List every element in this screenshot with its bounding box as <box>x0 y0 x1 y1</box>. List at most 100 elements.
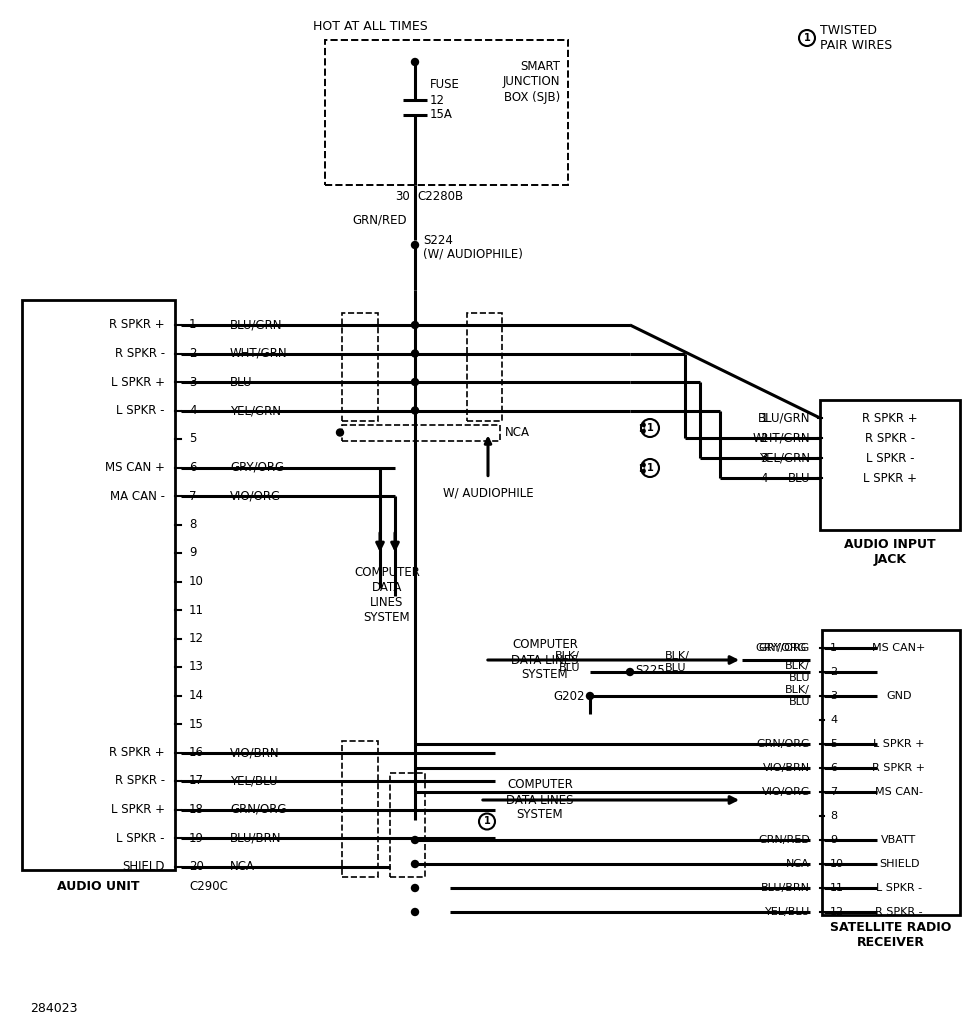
Text: GRN/RED: GRN/RED <box>758 835 810 845</box>
Text: NCA: NCA <box>230 860 255 873</box>
Text: GRN/ORG: GRN/ORG <box>756 739 810 749</box>
Text: 8: 8 <box>830 811 837 821</box>
Text: 12: 12 <box>830 907 844 918</box>
Text: 2: 2 <box>830 667 837 677</box>
Text: BLK/
BLU: BLK/ BLU <box>786 685 810 707</box>
Text: 5: 5 <box>189 432 196 445</box>
Text: S224: S224 <box>423 233 452 247</box>
Text: 1: 1 <box>804 33 811 43</box>
Text: 19: 19 <box>189 831 204 845</box>
Text: 12: 12 <box>189 632 204 645</box>
Text: 7: 7 <box>189 489 196 503</box>
Text: 4: 4 <box>830 715 837 725</box>
Text: BLU/BRN: BLU/BRN <box>761 883 810 893</box>
Text: 9: 9 <box>830 835 837 845</box>
Text: R SPKR +: R SPKR + <box>873 763 925 773</box>
Text: 11: 11 <box>830 883 844 893</box>
Text: R SPKR -: R SPKR - <box>115 774 165 787</box>
Bar <box>342 425 500 440</box>
Text: L SPKR +: L SPKR + <box>111 376 165 388</box>
Text: GRN/ORG: GRN/ORG <box>230 803 286 816</box>
Bar <box>467 313 502 421</box>
Text: (W/ AUDIOPHILE): (W/ AUDIOPHILE) <box>423 248 522 260</box>
Text: GRY/ORG: GRY/ORG <box>755 643 807 653</box>
Text: 6: 6 <box>189 461 196 474</box>
Text: L SPKR +: L SPKR + <box>873 739 924 749</box>
Text: BLK/
BLU: BLK/ BLU <box>555 651 580 673</box>
Text: MS CAN+: MS CAN+ <box>872 643 925 653</box>
Text: R SPKR +: R SPKR + <box>110 318 165 332</box>
Text: 4: 4 <box>760 471 768 484</box>
Text: L SPKR -: L SPKR - <box>117 404 165 417</box>
Text: BLU: BLU <box>787 471 810 484</box>
Text: AUDIO UNIT: AUDIO UNIT <box>57 880 140 893</box>
Text: GND: GND <box>887 691 912 701</box>
Text: NCA: NCA <box>787 859 810 869</box>
Bar <box>822 630 960 915</box>
Text: R SPKR -: R SPKR - <box>115 347 165 360</box>
Text: 17: 17 <box>189 774 204 787</box>
Text: C2280B: C2280B <box>417 190 463 204</box>
Bar <box>820 400 960 530</box>
Text: YEL/BLU: YEL/BLU <box>765 907 810 918</box>
Text: W/ AUDIOPHILE: W/ AUDIOPHILE <box>443 487 533 500</box>
Text: 10: 10 <box>830 859 844 869</box>
Text: YEL/GRN: YEL/GRN <box>759 452 810 465</box>
Text: TWISTED
PAIR WIRES: TWISTED PAIR WIRES <box>820 24 892 52</box>
Text: MA CAN -: MA CAN - <box>110 489 165 503</box>
Text: BLU: BLU <box>230 376 252 388</box>
Circle shape <box>412 837 419 844</box>
Text: R SPKR +: R SPKR + <box>110 746 165 759</box>
Text: G202: G202 <box>553 689 585 702</box>
Text: 30: 30 <box>395 190 410 204</box>
Bar <box>342 313 378 421</box>
Text: L SPKR +: L SPKR + <box>863 471 917 484</box>
Text: VIO/BRN: VIO/BRN <box>763 763 810 773</box>
Text: VIO/ORG: VIO/ORG <box>230 489 282 503</box>
Text: VIO/ORG: VIO/ORG <box>761 787 810 797</box>
Text: BLK/
BLU: BLK/ BLU <box>786 662 810 683</box>
Text: YEL/GRN: YEL/GRN <box>230 404 281 417</box>
Text: 13: 13 <box>189 660 204 674</box>
Text: L SPKR -: L SPKR - <box>876 883 922 893</box>
Text: 3: 3 <box>760 452 768 465</box>
Text: BLK/
BLU: BLK/ BLU <box>665 651 689 673</box>
Text: GRY/ORG: GRY/ORG <box>758 643 810 653</box>
Circle shape <box>586 692 593 699</box>
Text: 3: 3 <box>830 691 837 701</box>
Circle shape <box>412 322 419 329</box>
Text: BLU/GRN: BLU/GRN <box>757 412 810 425</box>
Text: AUDIO INPUT
JACK: AUDIO INPUT JACK <box>844 538 936 566</box>
Circle shape <box>412 58 419 66</box>
Circle shape <box>412 350 419 357</box>
Text: MS CAN-: MS CAN- <box>875 787 923 797</box>
Text: S225: S225 <box>635 664 665 677</box>
Text: 1: 1 <box>647 423 653 433</box>
Text: 8: 8 <box>189 518 196 531</box>
Text: L SPKR -: L SPKR - <box>117 831 165 845</box>
Text: WHT/GRN: WHT/GRN <box>230 347 287 360</box>
Text: COMPUTER
DATA LINES
SYSTEM: COMPUTER DATA LINES SYSTEM <box>506 778 574 821</box>
Text: 5: 5 <box>830 739 837 749</box>
Text: NCA: NCA <box>505 426 530 439</box>
Text: WHT/GRN: WHT/GRN <box>753 431 810 444</box>
Text: VBATT: VBATT <box>882 835 917 845</box>
Text: SHIELD: SHIELD <box>879 859 920 869</box>
Text: 1: 1 <box>760 412 768 425</box>
Text: C290C: C290C <box>189 880 228 893</box>
Text: 284023: 284023 <box>30 1001 78 1015</box>
Bar <box>342 740 378 877</box>
Text: 18: 18 <box>189 803 204 816</box>
Text: 10: 10 <box>189 575 204 588</box>
Text: R SPKR -: R SPKR - <box>875 907 922 918</box>
Circle shape <box>412 242 419 249</box>
Text: 1: 1 <box>189 318 196 332</box>
Text: 2: 2 <box>189 347 196 360</box>
Text: L SPKR -: L SPKR - <box>866 452 915 465</box>
Bar <box>325 40 568 185</box>
Text: 14: 14 <box>189 689 204 702</box>
Bar <box>22 300 175 870</box>
Text: SHIELD: SHIELD <box>122 860 165 873</box>
Text: FUSE
12
15A: FUSE 12 15A <box>430 79 460 122</box>
Text: HOT AT ALL TIMES: HOT AT ALL TIMES <box>313 20 427 34</box>
